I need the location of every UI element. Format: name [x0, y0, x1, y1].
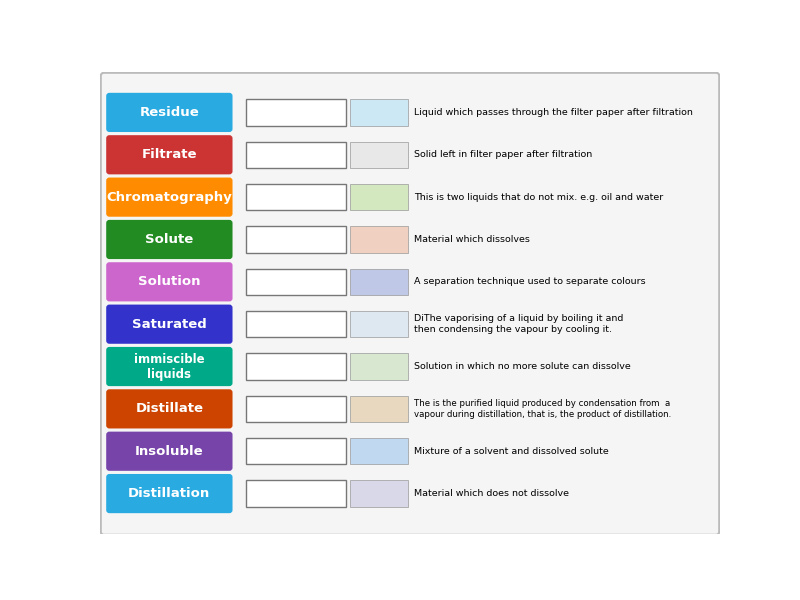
- Text: Solute: Solute: [146, 233, 194, 246]
- FancyBboxPatch shape: [246, 481, 346, 507]
- Text: Distillate: Distillate: [135, 403, 203, 415]
- Text: Filtrate: Filtrate: [142, 148, 197, 161]
- FancyBboxPatch shape: [350, 142, 408, 168]
- Text: Solution in which no more solute can dissolve: Solution in which no more solute can dis…: [414, 362, 630, 371]
- FancyBboxPatch shape: [106, 305, 233, 344]
- FancyBboxPatch shape: [350, 396, 408, 422]
- Text: immiscible
liquids: immiscible liquids: [134, 353, 205, 380]
- Text: Material which dissolves: Material which dissolves: [414, 235, 530, 244]
- FancyBboxPatch shape: [246, 438, 346, 464]
- Text: Solid left in filter paper after filtration: Solid left in filter paper after filtrat…: [414, 150, 592, 159]
- FancyBboxPatch shape: [350, 226, 408, 253]
- Text: This is two liquids that do not mix. e.g. oil and water: This is two liquids that do not mix. e.g…: [414, 193, 663, 202]
- FancyBboxPatch shape: [246, 184, 346, 210]
- Text: Distillation: Distillation: [128, 487, 210, 500]
- Text: Chromatography: Chromatography: [106, 191, 232, 203]
- FancyBboxPatch shape: [350, 269, 408, 295]
- FancyBboxPatch shape: [350, 184, 408, 210]
- FancyBboxPatch shape: [246, 353, 346, 380]
- FancyBboxPatch shape: [246, 396, 346, 422]
- FancyBboxPatch shape: [246, 226, 346, 253]
- FancyBboxPatch shape: [106, 178, 233, 217]
- Text: DiThe vaporising of a liquid by boiling it and
then condensing the vapour by coo: DiThe vaporising of a liquid by boiling …: [414, 314, 623, 334]
- Text: Liquid which passes through the filter paper after filtration: Liquid which passes through the filter p…: [414, 108, 693, 117]
- FancyBboxPatch shape: [350, 99, 408, 125]
- FancyBboxPatch shape: [106, 347, 233, 386]
- FancyBboxPatch shape: [106, 389, 233, 428]
- FancyBboxPatch shape: [101, 73, 719, 535]
- FancyBboxPatch shape: [350, 481, 408, 507]
- Text: Residue: Residue: [139, 106, 199, 119]
- FancyBboxPatch shape: [246, 99, 346, 125]
- FancyBboxPatch shape: [106, 474, 233, 513]
- Text: Mixture of a solvent and dissolved solute: Mixture of a solvent and dissolved solut…: [414, 447, 609, 456]
- Text: Material which does not dissolve: Material which does not dissolve: [414, 489, 569, 498]
- Text: A separation technique used to separate colours: A separation technique used to separate …: [414, 277, 646, 286]
- FancyBboxPatch shape: [246, 142, 346, 168]
- FancyBboxPatch shape: [350, 353, 408, 380]
- Text: Solution: Solution: [138, 275, 201, 289]
- FancyBboxPatch shape: [350, 311, 408, 337]
- FancyBboxPatch shape: [106, 135, 233, 175]
- FancyBboxPatch shape: [246, 269, 346, 295]
- FancyBboxPatch shape: [106, 220, 233, 259]
- Text: Insoluble: Insoluble: [135, 445, 204, 458]
- FancyBboxPatch shape: [246, 311, 346, 337]
- Text: Saturated: Saturated: [132, 317, 206, 331]
- FancyBboxPatch shape: [106, 262, 233, 301]
- FancyBboxPatch shape: [106, 93, 233, 132]
- FancyBboxPatch shape: [350, 438, 408, 464]
- Text: The is the purified liquid produced by condensation from  a
vapour during distil: The is the purified liquid produced by c…: [414, 399, 671, 419]
- FancyBboxPatch shape: [106, 431, 233, 471]
